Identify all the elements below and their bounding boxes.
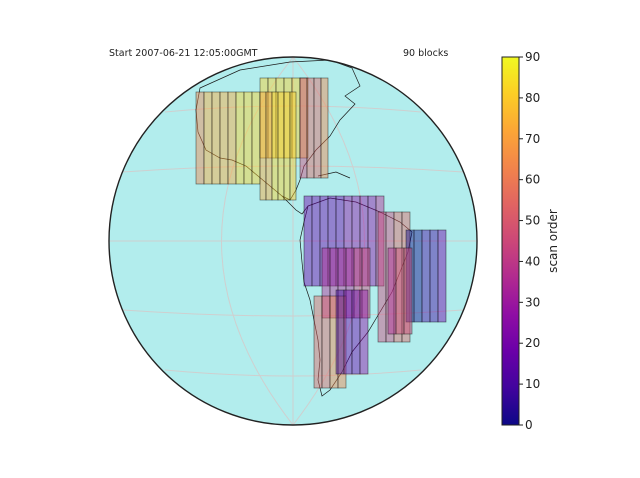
scan-block [195,91,205,185]
scan-block [351,289,361,375]
scan-block [277,91,285,201]
scan-block [320,77,329,179]
scan-block [313,77,322,179]
scan-block [421,229,431,323]
scan-block [429,229,439,323]
scan-block [377,211,387,343]
start-time-label: Start 2007-06-21 12:05:00GMT [109,48,258,59]
scan-block [219,91,229,185]
scan-block [361,247,371,319]
globe [108,56,478,426]
colorbar-tick-label: 40 [525,254,540,268]
scan-block [375,195,385,287]
colorbar-tick-label: 60 [525,173,540,187]
colorbar-tick-label: 30 [525,295,540,309]
scan-block [235,91,245,185]
colorbar-tick-label: 70 [525,132,540,146]
caribbean-outline [317,171,351,179]
scan-block [271,91,279,201]
blocks-count-label: 90 blocks [403,48,448,59]
colorbar-tick-label: 10 [525,377,540,391]
graticule [109,57,477,425]
scan-block [437,229,447,323]
scan-block [303,195,313,287]
scan-block [299,77,308,179]
colorbar-ticks: 0 10 20 30 40 50 60 70 80 90 [519,50,540,432]
scan-block [251,91,261,185]
scan-block [306,77,315,179]
scan-block [227,91,237,185]
scan-block [321,295,331,389]
scan-block [335,289,345,375]
scan-block [259,91,267,201]
scan-block [413,229,423,323]
colorbar-tick-label: 80 [525,91,540,105]
scan-block [313,295,323,389]
scan-block [403,247,413,335]
scan-block [265,91,273,201]
colorbar-tick-label: 50 [525,214,540,228]
scan-block [311,195,321,287]
colorbar-label: scan order [546,209,560,273]
scan-block [211,91,221,185]
scan-block [289,91,297,201]
colorbar-tick-label: 20 [525,336,540,350]
colorbar-tick-label: 0 [525,418,533,432]
globe-outline [108,56,478,426]
scan-blocks [195,77,447,389]
colorbar-gradient [501,56,520,426]
scan-block [203,91,213,185]
scan-block [387,247,397,335]
scan-block [343,289,353,375]
colorbar: 0 10 20 30 40 50 60 70 80 90 scan order [501,50,560,432]
colorbar-tick-label: 90 [525,50,540,64]
scan-block [395,247,405,335]
scan-block [243,91,253,185]
scan-block [337,295,347,389]
scan-block [359,289,369,375]
scan-block [283,91,291,201]
